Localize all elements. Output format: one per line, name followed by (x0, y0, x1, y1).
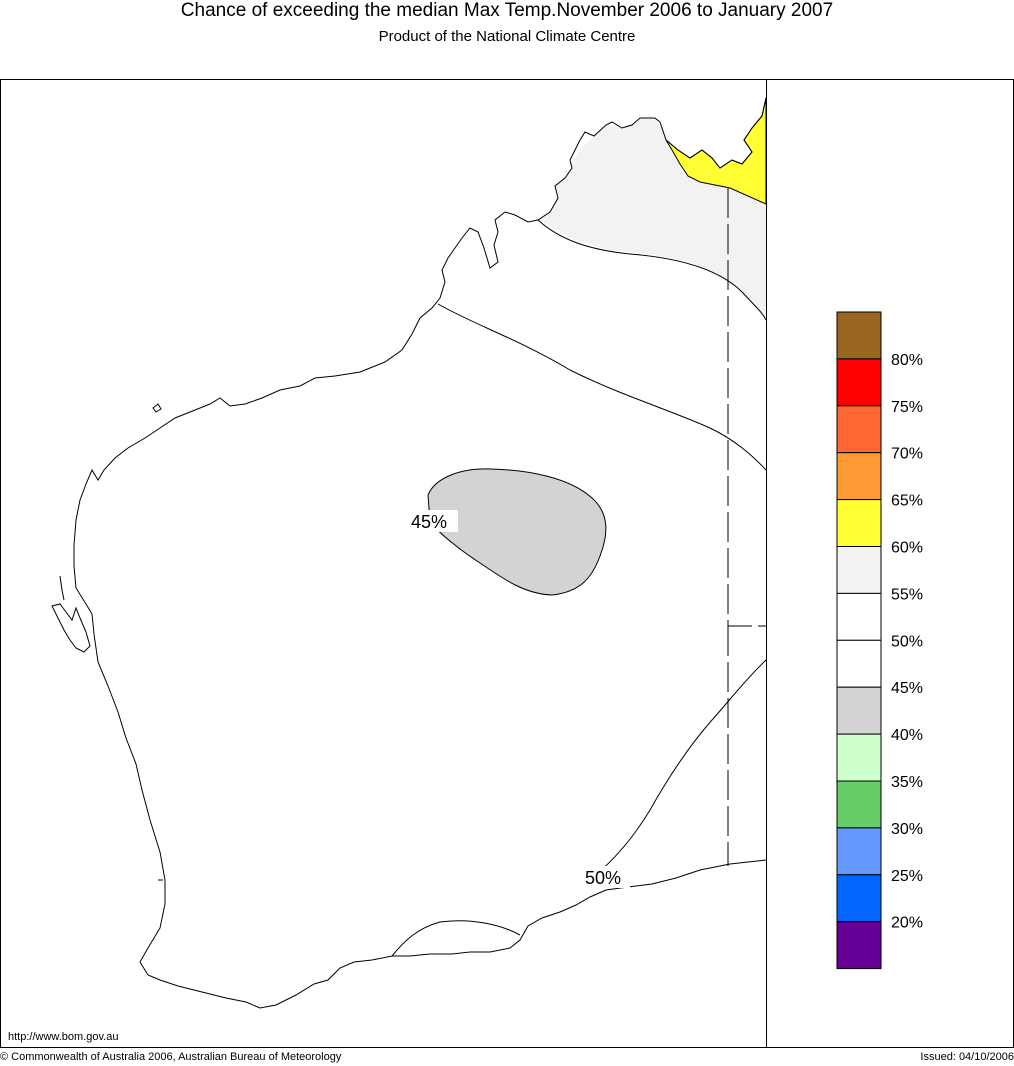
contour-50-north (437, 303, 767, 471)
legend: 80% 75% 70% 65% 60% 55% 50% 45% 40% 35% 30% 25% 20% (836, 311, 923, 970)
legend-label: 40% (891, 727, 923, 744)
copyright-notice: © Commonwealth of Australia 2006, Austra… (0, 1051, 342, 1063)
legend-label: 20% (891, 915, 923, 932)
region-55-60 (538, 118, 766, 320)
legend-swatch (836, 546, 882, 594)
legend-label: 60% (891, 540, 923, 557)
legend-swatch (836, 452, 882, 501)
website-url: http://www.bom.gov.au (8, 1031, 119, 1043)
shark-bay (51, 603, 91, 653)
legend-swatch (836, 874, 882, 923)
coastline (73, 97, 767, 1009)
contour-50-south (589, 659, 767, 881)
map-frame: 45% 50% 80% 75% 70% 65% 60% 55% 50% 45% 40% 35% 30… (0, 79, 1014, 1048)
legend-swatch (836, 311, 882, 360)
issued-date: Issued: 04/10/2006 (920, 1051, 1014, 1063)
legend-label: 35% (891, 774, 923, 791)
legend-label: 30% (891, 821, 923, 838)
legend-label: 45% (891, 680, 923, 697)
legend-label: 55% (891, 586, 923, 603)
legend-label: 65% (891, 493, 923, 510)
legend-label: 70% (891, 446, 923, 463)
legend-swatch (836, 827, 882, 876)
legend-swatch (836, 733, 882, 782)
contour-label-45: 45% (411, 512, 447, 532)
island-barrow (152, 403, 162, 413)
legend-swatch (836, 405, 882, 454)
legend-label: 25% (891, 868, 923, 885)
legend-label: 75% (891, 399, 923, 416)
legend-label: 50% (891, 633, 923, 650)
contour-55 (537, 219, 767, 321)
map-title: Chance of exceeding the median Max Temp.… (180, 0, 834, 21)
legend-swatch (836, 358, 882, 407)
region-40-45 (427, 468, 607, 596)
legend-swatch (836, 921, 882, 970)
legend-swatch (836, 780, 882, 829)
legend-swatch (836, 686, 882, 735)
map-subtitle: Product of the National Climate Centre (378, 28, 636, 45)
island-dirk-hartog (59, 575, 65, 601)
contour-label-45-bg (408, 510, 458, 532)
legend-swatch (836, 592, 882, 641)
legend-label: 80% (891, 352, 923, 369)
contour-south-coast (391, 920, 521, 957)
contour-label-50-bg (582, 866, 630, 888)
legend-swatch (836, 639, 882, 688)
contour-label-50: 50% (585, 868, 621, 888)
map-area (51, 97, 767, 1009)
legend-swatch (836, 499, 882, 548)
